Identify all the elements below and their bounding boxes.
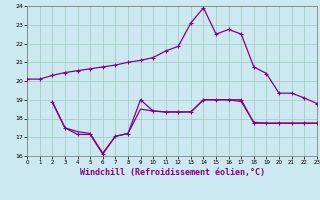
X-axis label: Windchill (Refroidissement éolien,°C): Windchill (Refroidissement éolien,°C)	[79, 168, 265, 177]
